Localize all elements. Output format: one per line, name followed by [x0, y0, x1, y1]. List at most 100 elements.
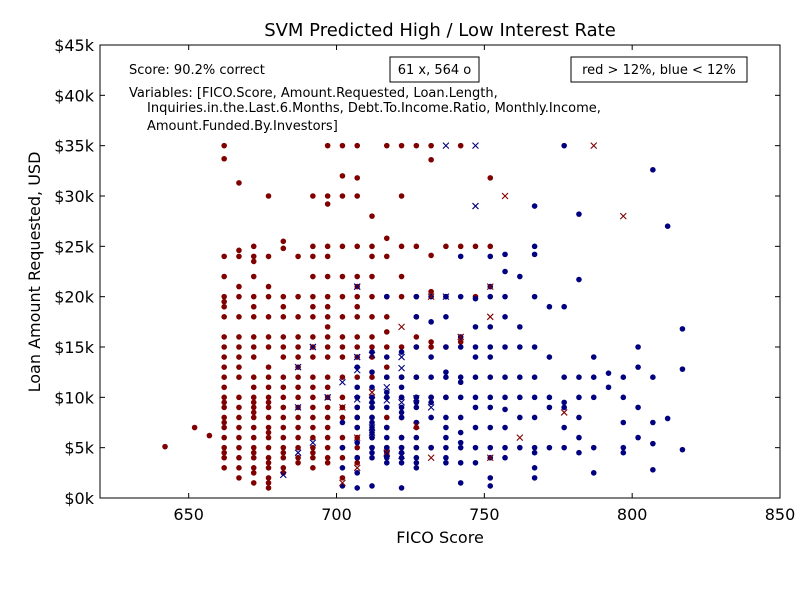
data-point-red-circle — [250, 253, 257, 260]
data-point-red-circle — [250, 334, 257, 340]
data-point-blue-circle — [383, 459, 390, 466]
data-point-blue-circle — [354, 364, 361, 370]
data-point-red-circle — [324, 142, 331, 149]
data-point-red-circle — [162, 443, 168, 450]
data-point-red-circle — [383, 329, 390, 335]
x-tick-label: 850 — [765, 505, 796, 524]
data-point-red-circle — [398, 243, 405, 250]
data-point-blue-cross — [368, 429, 376, 436]
data-point-blue-circle — [650, 467, 656, 473]
data-point-blue-circle — [620, 374, 627, 381]
data-point-red-circle — [428, 156, 434, 163]
data-point-blue-circle — [428, 374, 434, 381]
data-point-blue-circle — [546, 404, 553, 411]
data-point-red-circle — [280, 314, 287, 320]
data-point-red-circle — [280, 465, 287, 471]
data-point-blue-circle — [487, 483, 494, 489]
data-point-red-circle — [295, 424, 301, 431]
data-point-blue-circle — [383, 394, 390, 401]
data-point-red-circle — [354, 374, 361, 381]
data-point-red-circle — [250, 314, 257, 320]
data-point-red-circle — [354, 344, 361, 350]
data-point-red-circle — [398, 273, 405, 280]
data-point-red-circle — [221, 298, 227, 305]
data-point-blue-circle — [428, 444, 434, 451]
data-point-red-circle — [369, 314, 375, 320]
data-point-blue-circle — [369, 419, 375, 426]
data-point-red-circle — [221, 155, 227, 162]
data-point-red-circle — [295, 374, 301, 381]
data-point-blue-circle — [472, 295, 479, 302]
data-point-blue-cross — [368, 351, 376, 359]
data-point-blue-circle — [413, 459, 420, 466]
data-point-red-circle — [339, 293, 346, 300]
data-point-red-circle — [236, 364, 242, 370]
data-point-red-circle — [295, 344, 301, 350]
data-point-blue-circle — [369, 444, 375, 451]
data-point-blue-circle — [517, 444, 523, 451]
data-point-blue-circle — [531, 475, 538, 481]
data-point-red-circle — [324, 404, 331, 411]
data-point-red-circle — [221, 444, 227, 451]
data-point-blue-circle — [576, 449, 582, 456]
data-point-blue-circle — [428, 399, 434, 406]
data-point-blue-circle — [383, 293, 390, 300]
data-point-red-circle — [250, 273, 257, 280]
data-point-red-circle — [413, 142, 420, 149]
data-point-red-circle — [310, 334, 316, 340]
data-point-blue-circle — [502, 444, 508, 451]
data-point-blue-circle — [457, 444, 464, 451]
data-point-blue-circle — [679, 326, 686, 332]
data-point-red-circle — [295, 459, 301, 466]
data-point-blue-cross — [472, 202, 479, 210]
data-point-red-circle — [339, 374, 346, 381]
data-point-red-circle — [339, 173, 346, 179]
data-point-red-circle — [280, 424, 287, 431]
data-point-red-cross — [619, 212, 627, 220]
data-point-red-circle — [221, 354, 227, 360]
data-point-red-cross — [427, 454, 435, 462]
data-point-blue-circle — [457, 439, 464, 446]
data-point-red-circle — [324, 324, 331, 330]
data-point-red-circle — [310, 414, 316, 421]
data-point-red-circle — [250, 480, 257, 486]
data-point-blue-circle — [546, 394, 553, 401]
data-point-blue-circle — [354, 384, 361, 391]
data-point-red-cross — [339, 479, 346, 487]
data-point-red-circle — [280, 444, 287, 451]
color-legend-box — [570, 56, 748, 83]
data-point-red-circle — [250, 374, 257, 381]
data-point-red-circle — [221, 364, 227, 370]
data-point-red-circle — [265, 334, 272, 340]
data-point-blue-circle — [457, 429, 464, 436]
data-point-red-circle — [383, 235, 390, 242]
data-point-red-circle — [265, 444, 272, 451]
data-point-blue-circle — [576, 374, 582, 381]
data-point-blue-circle — [472, 444, 479, 451]
data-point-red-circle — [265, 414, 272, 421]
data-point-red-circle — [236, 394, 242, 401]
data-point-red-circle — [280, 394, 287, 401]
data-point-blue-circle — [472, 424, 479, 431]
data-point-blue-cross — [353, 395, 361, 403]
data-point-red-circle — [280, 344, 287, 350]
data-point-blue-circle — [443, 444, 449, 451]
data-point-red-circle — [221, 394, 227, 401]
data-point-red-circle — [265, 394, 272, 401]
data-point-red-circle — [250, 344, 257, 350]
data-point-red-circle — [280, 449, 287, 456]
data-point-blue-circle — [383, 389, 390, 396]
data-point-blue-circle — [398, 485, 405, 491]
data-point-blue-circle — [531, 444, 538, 451]
data-point-red-circle — [310, 444, 316, 451]
data-point-blue-circle — [398, 409, 405, 416]
data-point-blue-circle — [620, 444, 627, 451]
data-point-blue-cross — [353, 283, 361, 290]
data-point-red-circle — [236, 180, 242, 186]
data-point-blue-circle — [487, 394, 494, 401]
data-point-red-circle — [236, 247, 242, 254]
data-point-blue-circle — [561, 424, 567, 431]
data-point-blue-circle — [443, 454, 449, 461]
data-point-blue-circle — [369, 404, 375, 411]
data-point-blue-circle — [531, 374, 538, 381]
